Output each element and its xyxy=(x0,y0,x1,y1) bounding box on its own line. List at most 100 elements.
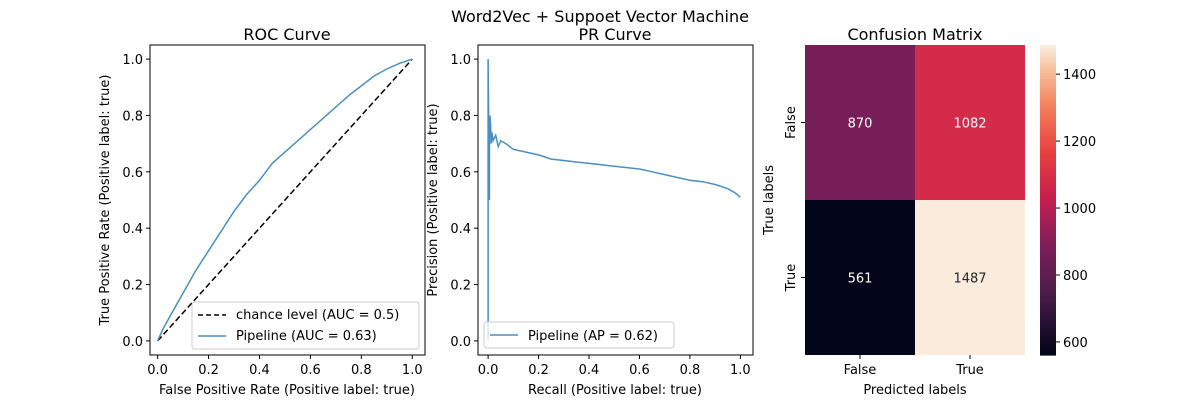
cm-colorbar-slice xyxy=(1040,224,1056,229)
pr-x-label: Recall (Positive label: true) xyxy=(528,383,702,398)
cm-colorbar-slice xyxy=(1040,138,1056,142)
cm-colorbar-slice xyxy=(1040,234,1056,238)
cm-colorbar-slice xyxy=(1040,221,1056,226)
cm-colorbar-slice xyxy=(1040,209,1056,213)
cm-y-ticks: False True xyxy=(784,106,805,292)
roc-title: ROC Curve xyxy=(243,25,330,44)
cm-colorbar-slice xyxy=(1040,240,1056,244)
pr-ytick-label-0: 0.0 xyxy=(450,335,471,350)
cm-colorbar-slice xyxy=(1040,131,1056,136)
cm-colorbar-slice xyxy=(1040,243,1056,248)
cm-y-label: True labels xyxy=(762,165,777,236)
cm-colorbar-slice xyxy=(1040,125,1056,130)
cm-cell-0-0 xyxy=(805,45,915,200)
pr-legend: Pipeline (AP = 0.62) xyxy=(483,321,675,349)
cm-colorbar-slice xyxy=(1040,57,1056,62)
cm-colorbar-slice xyxy=(1040,237,1056,241)
cm-colorbar-tick-label-3: 1200 xyxy=(1063,135,1096,150)
cm-colorbar-slice xyxy=(1040,311,1056,316)
cm-colorbar-slice xyxy=(1040,178,1056,182)
pr-x-ticks: 0.0 0.2 0.4 0.6 0.8 1.0 xyxy=(478,355,751,378)
cm-colorbar-slice xyxy=(1040,302,1056,306)
cm-colorbar-slice xyxy=(1040,113,1056,117)
cm-colorbar-slice xyxy=(1040,190,1056,195)
cm-colorbar-slice xyxy=(1040,249,1056,254)
cm-colorbar-slice xyxy=(1040,283,1056,288)
pr-xtick-label-0: 0.0 xyxy=(478,363,499,378)
cm-cells: 870 1082 561 1487 xyxy=(805,45,1025,355)
cm-colorbar-slice xyxy=(1040,218,1056,223)
cm-colorbar-tick-label-2: 1000 xyxy=(1063,202,1096,217)
roc-xtick-label-2: 0.4 xyxy=(249,363,270,378)
pr-y-label: Precision (Positive label: true) xyxy=(426,103,441,296)
roc-ytick-label-2: 0.4 xyxy=(122,222,143,237)
cm-cell-value-0-0: 870 xyxy=(848,117,873,132)
cm-colorbar-slice xyxy=(1040,317,1056,322)
roc-legend-box xyxy=(191,301,420,350)
roc-y-label: True Positive Rate (Positive label: true… xyxy=(98,75,113,327)
cm-colorbar-slice xyxy=(1040,252,1056,257)
cm-colorbar-slice xyxy=(1040,172,1056,176)
cm-colorbar-slice xyxy=(1040,156,1056,161)
roc-legend-pipeline-label: Pipeline (AUC = 0.63) xyxy=(236,329,377,344)
cm-ytick-label-0: False xyxy=(784,106,799,139)
cm-colorbar-slice xyxy=(1040,339,1056,344)
cm-colorbar-slice xyxy=(1040,265,1056,269)
pr-plot-area xyxy=(487,59,741,341)
cm-cell-value-1-0: 561 xyxy=(848,272,873,287)
cm-colorbar-slice xyxy=(1040,144,1056,148)
cm-colorbar-slice xyxy=(1040,165,1056,170)
cm-colorbar-slice xyxy=(1040,193,1056,198)
cm-colorbar-slice xyxy=(1040,88,1056,93)
cm-cell-1-1 xyxy=(915,200,1025,355)
cm-colorbar-slice xyxy=(1040,277,1056,282)
cm-colorbar-slice xyxy=(1040,348,1056,353)
pr-series-0 xyxy=(487,59,741,341)
cm-colorbar-slice xyxy=(1040,91,1056,96)
cm-colorbar-slice xyxy=(1040,289,1056,294)
pr-xtick-label-2: 0.4 xyxy=(579,363,600,378)
cm-colorbar-slice xyxy=(1040,69,1056,74)
cm-colorbar-slice xyxy=(1040,327,1056,331)
cm-cell-0-1 xyxy=(915,45,1025,200)
pr-chart: PR Curve 0.0 0.2 0.4 0.6 0.8 1.0 0.0 0.2 0.4 0.6… xyxy=(426,25,754,398)
cm-colorbar-slice xyxy=(1040,76,1056,80)
cm-colorbar-slice xyxy=(1040,85,1056,89)
cm-colorbar-slice xyxy=(1040,286,1056,291)
cm-colorbar-slice xyxy=(1040,184,1056,189)
pr-xtick-label-5: 1.0 xyxy=(730,363,751,378)
pr-legend-box xyxy=(483,321,675,349)
cm-xtick-label-0: False xyxy=(844,363,877,378)
cm-colorbar-slice xyxy=(1040,72,1056,77)
roc-xtick-label-3: 0.6 xyxy=(300,363,321,378)
roc-xtick-label-4: 0.8 xyxy=(351,363,372,378)
cm-colorbar-slice xyxy=(1040,200,1056,204)
cm-colorbar-slice xyxy=(1040,320,1056,325)
cm-colorbar-slice xyxy=(1040,116,1056,120)
cm-colorbar-slice xyxy=(1040,305,1056,310)
cm-x-ticks: False True xyxy=(844,355,984,378)
cm-cell-1-0 xyxy=(805,200,915,355)
cm-cell-value-1-1: 1487 xyxy=(953,272,986,287)
roc-xtick-label-0: 0.0 xyxy=(147,363,168,378)
roc-ytick-label-5: 1.0 xyxy=(122,53,143,68)
pr-xtick-label-1: 0.2 xyxy=(528,363,549,378)
cm-colorbar-slice xyxy=(1040,196,1056,201)
roc-ytick-label-1: 0.2 xyxy=(122,279,143,294)
cm-colorbar-slice xyxy=(1040,100,1056,105)
cm-colorbar-slice xyxy=(1040,169,1056,173)
pr-ytick-label-2: 0.4 xyxy=(450,222,471,237)
cm-colorbar-slice xyxy=(1040,212,1056,217)
cm-colorbar-slice xyxy=(1040,82,1056,86)
cm-colorbar-slice xyxy=(1040,159,1056,164)
cm-colorbar-slice xyxy=(1040,231,1056,235)
pr-ytick-label-1: 0.2 xyxy=(450,279,471,294)
cm-colorbar-slice xyxy=(1040,175,1056,179)
cm-colorbar-slice xyxy=(1040,150,1056,155)
cm-colorbar-tick-label-4: 1400 xyxy=(1063,68,1096,83)
cm-colorbar-slice xyxy=(1040,206,1056,210)
cm-colorbar-slice xyxy=(1040,147,1056,151)
cm-colorbar-slice xyxy=(1040,60,1056,65)
cm-ytick-label-1: True xyxy=(784,264,799,293)
